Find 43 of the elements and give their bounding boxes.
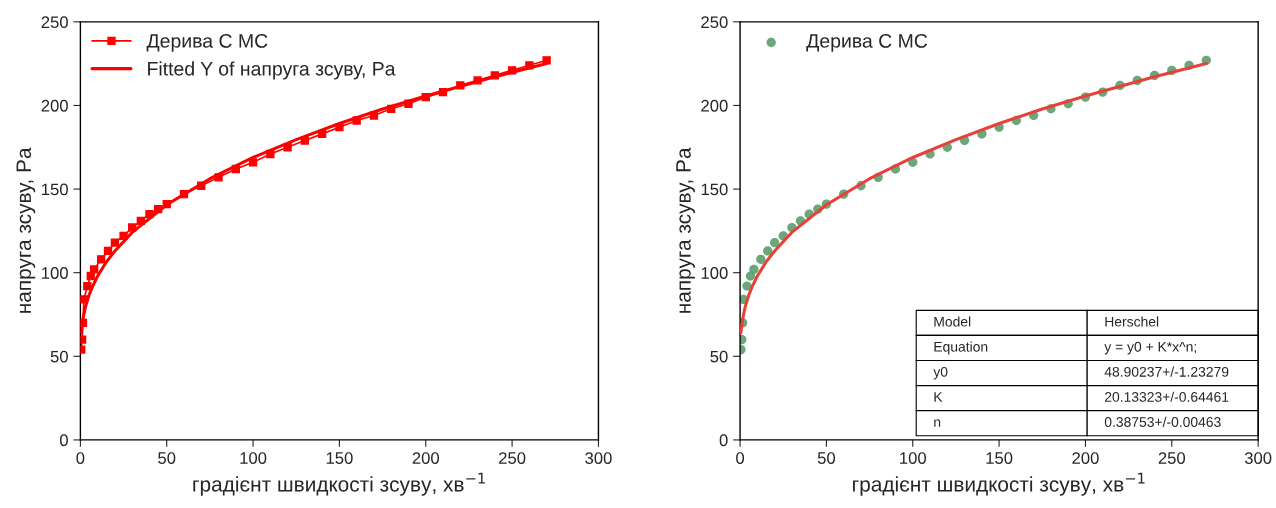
x-tick-label: 250 xyxy=(1158,452,1186,464)
y-tick-label: 200 xyxy=(701,99,728,112)
y-tick-label: 150 xyxy=(701,183,728,196)
y-tick-label: 0 xyxy=(59,434,68,447)
x-tick-label: 200 xyxy=(412,452,440,464)
x-tick-label: 300 xyxy=(585,452,612,464)
y-tick-label: 50 xyxy=(50,350,68,363)
x-axis-title: градієнт швидкості зсуву, хв$^{−1}$ xyxy=(193,472,485,496)
annotation: n xyxy=(934,419,941,427)
x-tick-label: 50 xyxy=(817,452,836,464)
y-tick-label: 50 xyxy=(710,350,728,363)
x-tick-label: 150 xyxy=(986,452,1013,464)
annotation: Model xyxy=(934,316,971,327)
x-tick-label: 0 xyxy=(76,452,85,464)
y-tick-label: 100 xyxy=(701,267,728,279)
y-tick-label: 200 xyxy=(41,99,68,112)
legend-label: Fitted Y of напруга зсуву, Pa xyxy=(148,61,396,80)
annotation: 0.38753+/-0.00463 xyxy=(1104,416,1221,427)
x-tick-label: 100 xyxy=(240,452,267,464)
annotation: Equation xyxy=(934,341,988,355)
legend-label: Дерива С МС xyxy=(146,34,268,52)
annotation: Herschel xyxy=(1105,316,1159,327)
y-tick-label: 0 xyxy=(719,434,728,447)
x-tick-label: 150 xyxy=(326,452,353,464)
x-tick-label: 250 xyxy=(499,452,526,464)
y-axis-title: напруга зсуву, Pa xyxy=(676,147,695,313)
y-tick-label: 150 xyxy=(42,183,68,196)
annotation: K xyxy=(934,392,943,402)
x-tick-label: 100 xyxy=(900,452,927,464)
annotation: y = y0 + K*x^n; xyxy=(1104,341,1197,355)
legend-label: Дерива С МС xyxy=(806,34,928,52)
x-tick-label: 200 xyxy=(1072,452,1099,464)
annotation: 48.90237+/-1.23279 xyxy=(1104,366,1229,377)
y-tick-label: 250 xyxy=(41,16,68,29)
x-tick-label: 300 xyxy=(1244,452,1272,464)
x-tick-label: 0 xyxy=(736,452,745,464)
annotation: y0 xyxy=(933,366,948,380)
x-axis-title: градієнт швидкості зсуву, хв$^{−1}$ xyxy=(853,472,1145,496)
x-tick-label: 50 xyxy=(158,452,176,464)
y-tick-label: 100 xyxy=(42,267,68,279)
y-axis-title: напруга зсуву, Pa xyxy=(16,147,36,313)
y-tick-label: 250 xyxy=(701,16,728,29)
annotation: 20.13323+/-0.64461 xyxy=(1104,391,1229,402)
